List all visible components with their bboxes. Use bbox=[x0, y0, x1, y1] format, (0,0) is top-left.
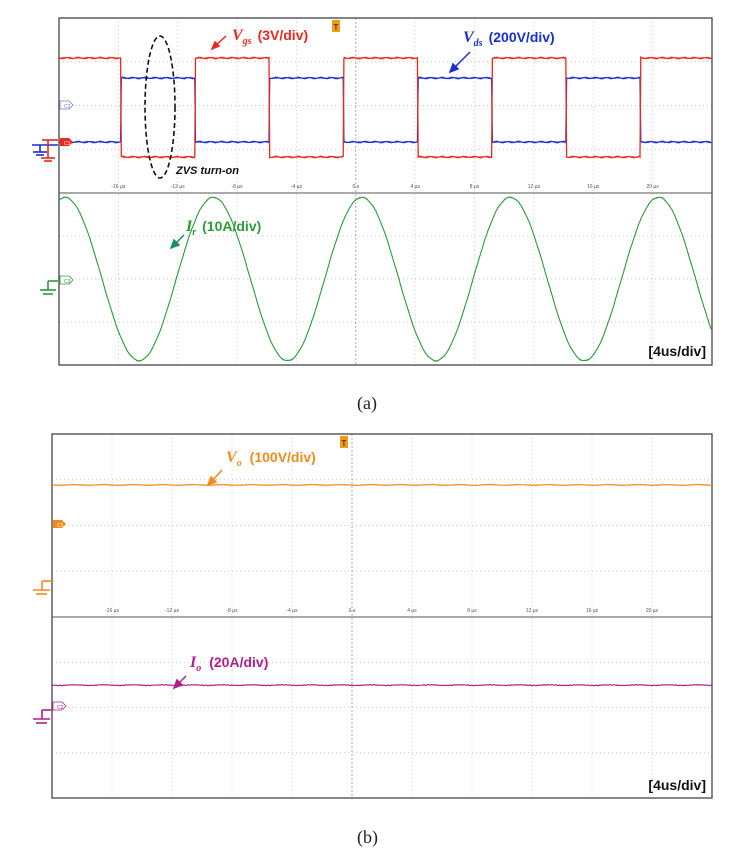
vgs-trace bbox=[58, 55, 712, 159]
svg-text:C1: C1 bbox=[64, 141, 71, 147]
io-trace bbox=[51, 683, 713, 687]
traces-a bbox=[58, 55, 712, 363]
time-tick-label: 8 µs bbox=[467, 608, 477, 614]
svg-text:C2: C2 bbox=[64, 104, 71, 110]
channel-tag-c1-b: C1 bbox=[53, 520, 66, 529]
time-tick-label: 16 µs bbox=[586, 608, 599, 614]
time-scale-label-a: [4us/div] bbox=[648, 343, 706, 359]
scope-frame-a bbox=[58, 17, 713, 366]
ir-label: Ir (10A/div) bbox=[185, 218, 261, 238]
time-tick-label: 4 µs bbox=[410, 184, 420, 190]
time-tick-label: -4 µs bbox=[291, 184, 303, 190]
vo-trace bbox=[51, 483, 713, 487]
ground-icon-vo bbox=[33, 580, 52, 595]
ir-arrow bbox=[169, 234, 185, 250]
vds-arrow bbox=[448, 51, 471, 74]
time-tick-label: 0 s bbox=[352, 184, 359, 190]
scope-frame-b bbox=[51, 433, 713, 799]
vgs-label: Vgs (3V/div) bbox=[232, 27, 308, 47]
vo-label: Vo (100V/div) bbox=[226, 449, 316, 469]
time-tick-label: 12 µs bbox=[528, 184, 541, 190]
traces-b bbox=[51, 483, 713, 687]
caption-a: (a) bbox=[357, 393, 377, 413]
time-tick-label: -16 µs bbox=[111, 184, 125, 190]
time-ticks-a: -16 µs -12 µs -8 µs -4 µs 0 s 4 µs 8 µs 12 µs 16… bbox=[111, 184, 659, 190]
ground-icon-vgs bbox=[41, 139, 58, 162]
time-tick-label: -12 µs bbox=[171, 184, 185, 190]
trigger-label-b: T bbox=[342, 439, 347, 448]
grid-a bbox=[59, 18, 712, 365]
grid-b bbox=[52, 434, 712, 798]
time-tick-label: -12 µs bbox=[165, 608, 179, 614]
time-tick-label: 16 µs bbox=[587, 184, 600, 190]
ground-icon-io bbox=[33, 709, 52, 724]
svg-text:Io(20A/div): Io (20A/div) bbox=[189, 654, 268, 674]
scope-panel-a: -16 µs -12 µs -8 µs -4 µs 0 s 4 µs 8 µs 12 µs 16… bbox=[32, 17, 713, 366]
svg-text:C1: C1 bbox=[57, 523, 64, 529]
time-tick-label: 12 µs bbox=[526, 608, 539, 614]
io-label: Io (20A/div) bbox=[189, 654, 268, 674]
time-tick-label: 4 µs bbox=[407, 608, 417, 614]
svg-text:Vgs(3V/div): Vgs (3V/div) bbox=[232, 27, 308, 47]
svg-text:Vo(100V/div): Vo (100V/div) bbox=[226, 449, 316, 469]
ground-icon-vds bbox=[32, 144, 58, 156]
channel-tag-c2-b: C2 bbox=[52, 701, 67, 711]
svg-text:C3: C3 bbox=[64, 279, 71, 285]
vgs-arrow bbox=[210, 35, 227, 51]
time-tick-label: -4 µs bbox=[286, 608, 298, 614]
time-scale-label-b: [4us/div] bbox=[648, 777, 706, 793]
time-ticks-b: -16 µs -12 µs -8 µs -4 µs 0 s 4 µs 8 µs 12 µs 16… bbox=[105, 608, 659, 614]
zvs-ellipse bbox=[144, 35, 176, 179]
channel-tag-c3: C3 bbox=[59, 275, 74, 285]
vds-label: Vds (200V/div) bbox=[463, 29, 555, 49]
svg-text:Vds(200V/div): Vds (200V/div) bbox=[463, 29, 555, 49]
trigger-marker-a: T bbox=[332, 20, 340, 32]
time-tick-label: 20 µs bbox=[646, 184, 659, 190]
zvs-label: ZVS turn-on bbox=[175, 165, 239, 177]
svg-text:C2: C2 bbox=[57, 705, 64, 711]
time-tick-label: -8 µs bbox=[226, 608, 238, 614]
time-tick-label: 0 s bbox=[349, 608, 356, 614]
io-arrow bbox=[172, 675, 187, 690]
channel-tag-c2: C2 bbox=[59, 100, 74, 110]
vds-trace bbox=[58, 75, 712, 145]
ir-trace bbox=[58, 196, 712, 363]
trigger-marker-b: T bbox=[340, 436, 348, 448]
scope-panel-b: -16 µs -12 µs -8 µs -4 µs 0 s 4 µs 8 µs 12 µs 16… bbox=[33, 433, 713, 799]
time-tick-label: -16 µs bbox=[105, 608, 119, 614]
ground-icon-ir bbox=[40, 280, 58, 295]
channel-tag-c1: C1 bbox=[60, 138, 73, 147]
caption-b: (b) bbox=[357, 827, 378, 847]
trigger-label-a: T bbox=[334, 23, 339, 32]
time-tick-label: 20 µs bbox=[646, 608, 659, 614]
svg-text:Ir(10A/div): Ir (10A/div) bbox=[185, 218, 261, 238]
time-tick-label: 8 µs bbox=[470, 184, 480, 190]
time-tick-label: -8 µs bbox=[231, 184, 243, 190]
vo-arrow bbox=[206, 469, 223, 487]
